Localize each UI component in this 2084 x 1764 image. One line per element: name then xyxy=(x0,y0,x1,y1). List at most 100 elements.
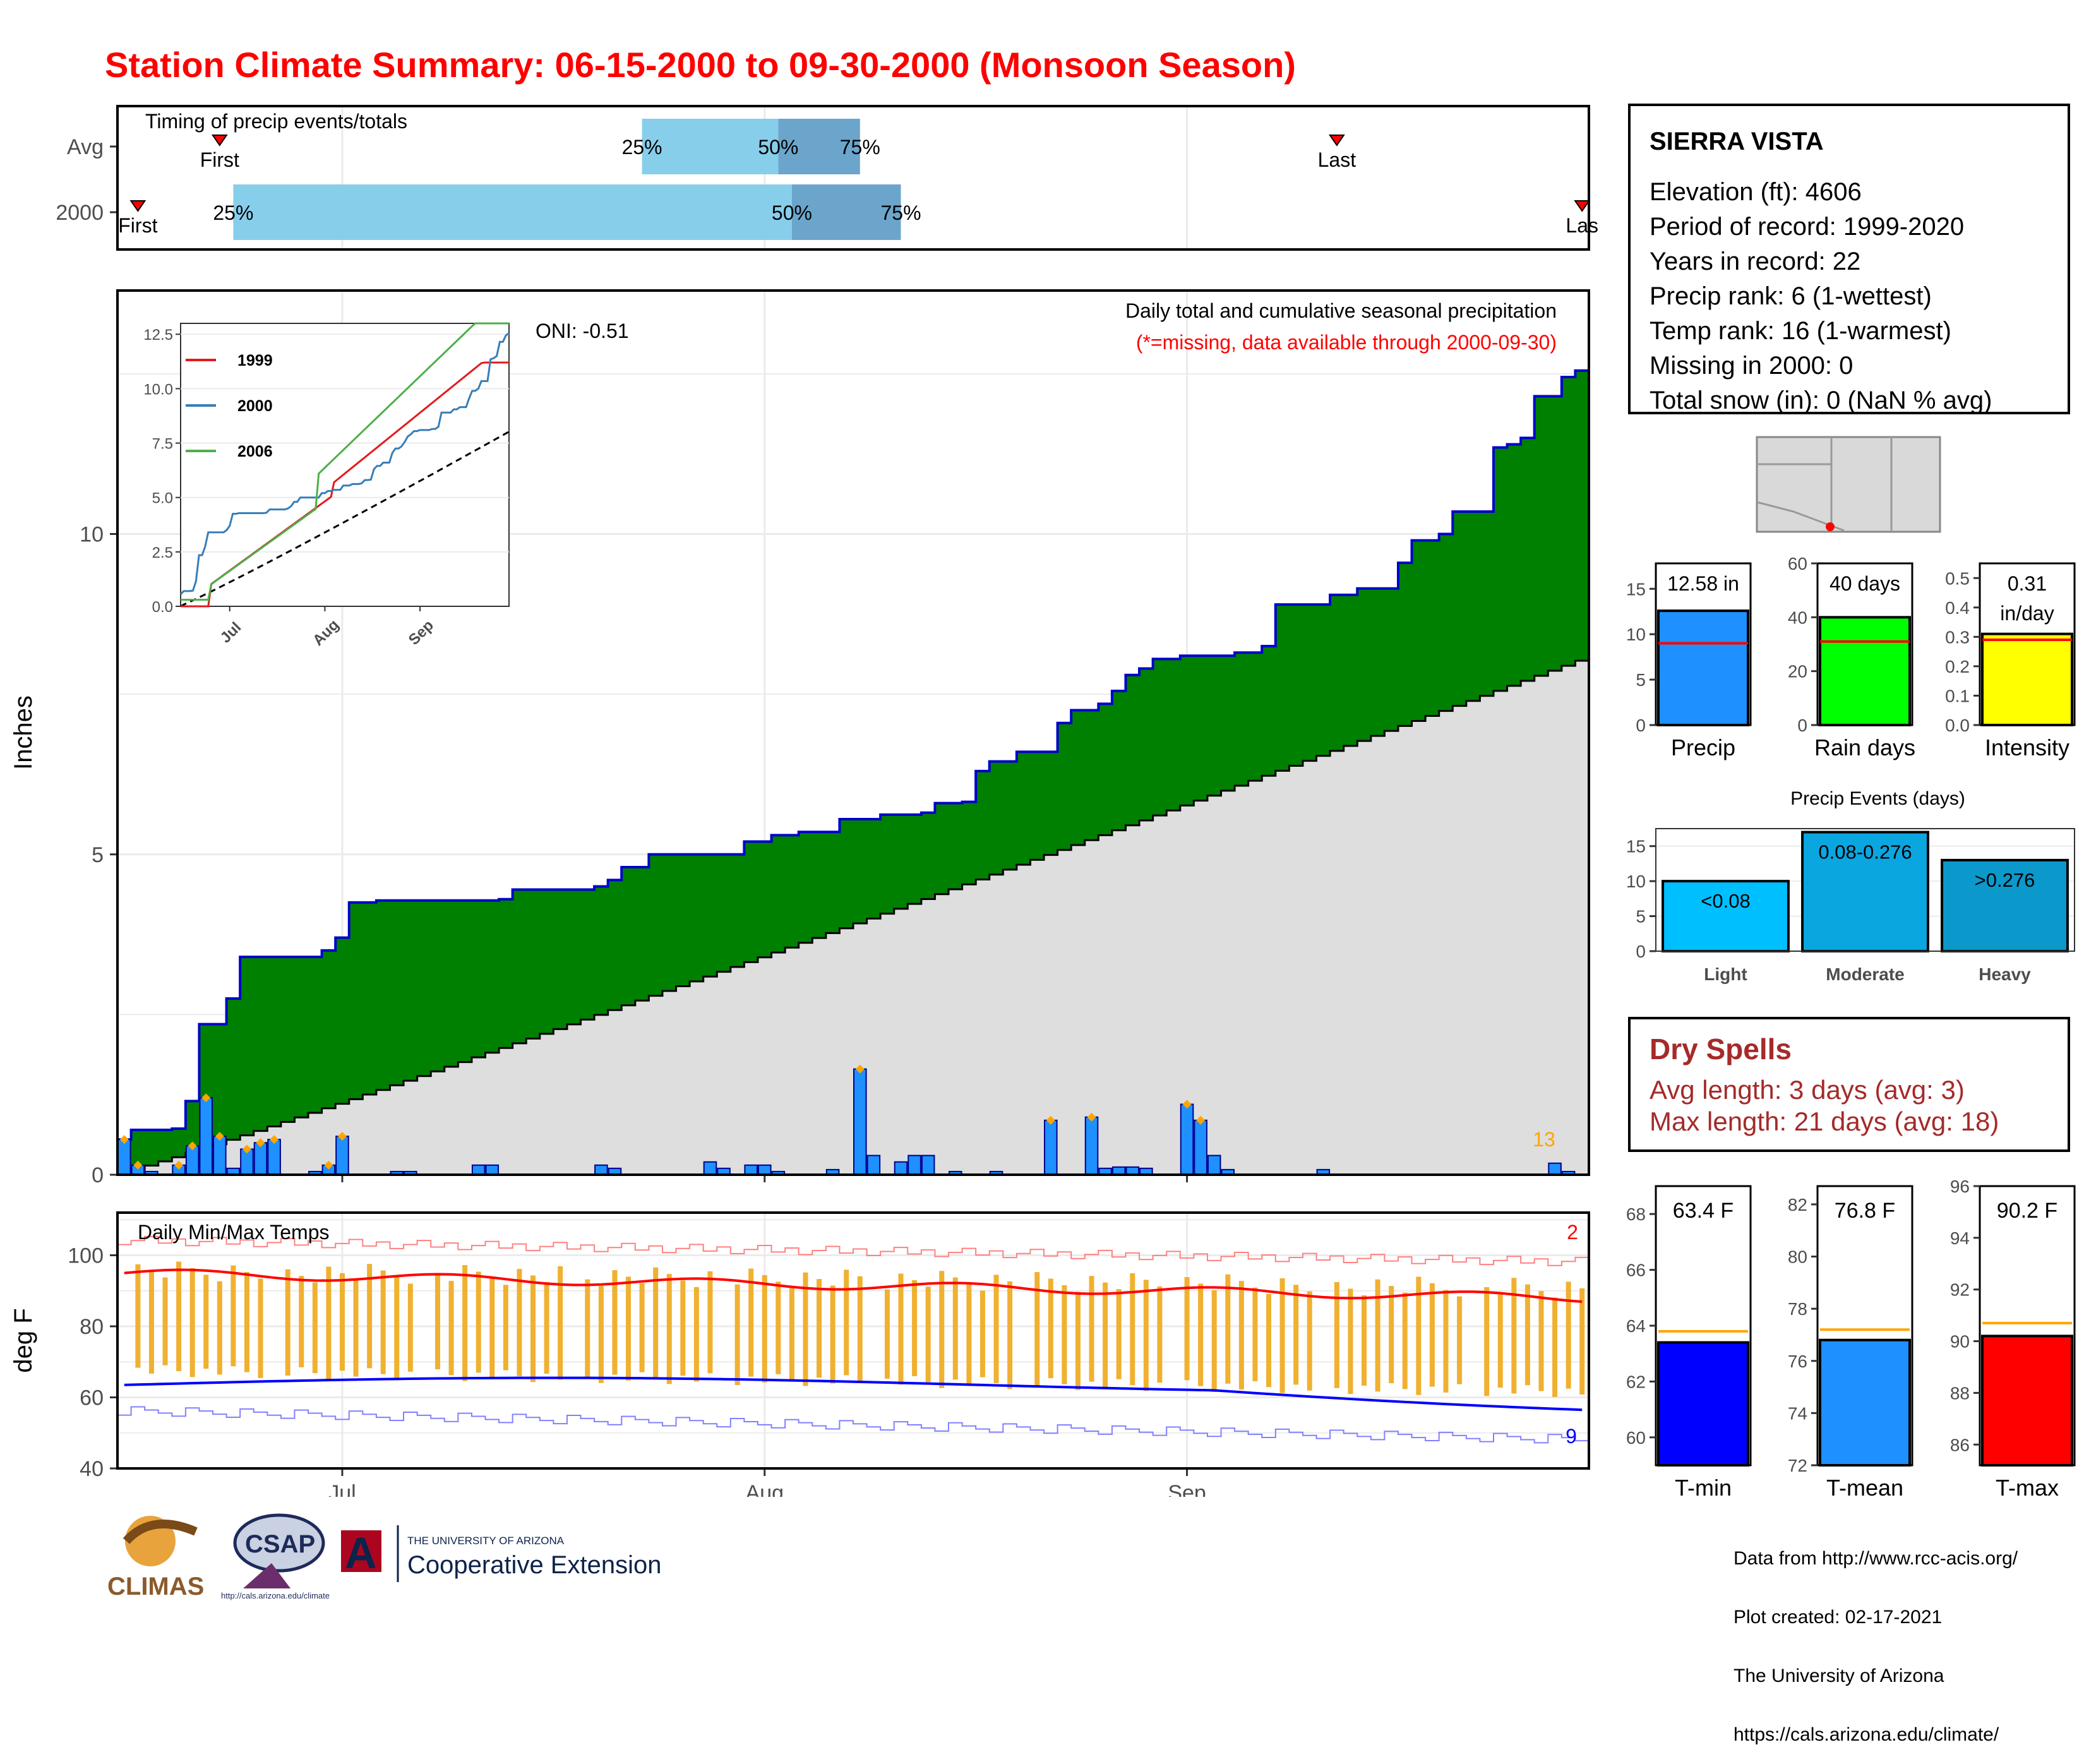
precip-corner-count: 13 xyxy=(1533,1128,1555,1151)
daily-temp-range-bar xyxy=(966,1284,972,1386)
daily-precip-bar xyxy=(866,1155,881,1175)
summary-ytick-label: 62 xyxy=(1626,1372,1646,1391)
summary-value-label: 76.8 F xyxy=(1835,1199,1895,1223)
precip-ylabel: Inches xyxy=(9,695,37,770)
locator-map xyxy=(1756,436,1941,533)
daily-temp-range-bar xyxy=(1198,1283,1204,1386)
daily-temp-range-bar xyxy=(312,1282,318,1374)
daily-temp-range-bar xyxy=(1497,1293,1503,1388)
daily-temp-range-bar xyxy=(653,1267,659,1379)
inset-ytick-label: 7.5 xyxy=(152,436,173,453)
daily-temp-range-bar xyxy=(326,1266,332,1379)
timing-bar-25-50 xyxy=(642,119,779,174)
temp-ytick-label: 60 xyxy=(80,1386,104,1410)
inset-ytick-label: 10.0 xyxy=(143,381,173,398)
daily-temp-range-bar xyxy=(626,1276,632,1381)
summary-ytick-label: 86 xyxy=(1950,1435,1970,1455)
temp-chart-title: Daily Min/Max Temps xyxy=(138,1221,329,1244)
daily-temp-range-bar xyxy=(407,1283,413,1372)
daily-temp-range-bar xyxy=(817,1279,822,1378)
average-cumulative-area xyxy=(117,661,1589,1175)
summary-bar xyxy=(1657,609,1749,726)
inset-ytick-label: 5.0 xyxy=(152,490,173,507)
summary-ytick-label: 0 xyxy=(1797,716,1807,735)
daily-temp-range-bar xyxy=(299,1276,304,1367)
daily-temp-range-bar xyxy=(1429,1283,1435,1387)
daily-precip-bar xyxy=(199,1097,213,1175)
daily-temp-range-bar xyxy=(258,1278,263,1378)
timing-first-label: First xyxy=(200,148,239,171)
daily-temp-range-bar xyxy=(244,1272,249,1372)
temp-ytick-label: 100 xyxy=(68,1244,104,1268)
record-low-count: 9 xyxy=(1566,1425,1577,1448)
daily-temp-range-bar xyxy=(1443,1290,1449,1393)
daily-temp-range-bar xyxy=(1143,1280,1149,1391)
daily-temp-range-bar xyxy=(353,1280,359,1377)
precip-ytick-label: 5 xyxy=(92,843,104,867)
daily-temp-range-bar xyxy=(1375,1279,1380,1392)
daily-precip-bar xyxy=(335,1136,349,1176)
station-years: Years in record: 22 xyxy=(1650,248,1861,275)
daily-temp-range-bar xyxy=(217,1281,222,1375)
daily-precip-bar xyxy=(744,1164,758,1175)
timing-row-label: Avg xyxy=(67,135,104,159)
summary-ytick-label: 0 xyxy=(1636,716,1646,735)
daily-temp-range-bar xyxy=(762,1275,767,1383)
daily-temp-range-bar xyxy=(1116,1289,1122,1379)
daily-temp-range-bar xyxy=(1362,1295,1367,1386)
daily-temp-range-bar xyxy=(952,1277,958,1380)
events-ytick-label: 15 xyxy=(1626,837,1646,856)
summary-value-label: 40 days xyxy=(1829,572,1900,595)
daily-temp-range-bar xyxy=(912,1280,918,1377)
daily-temp-range-bar xyxy=(1538,1291,1544,1391)
daily-temp-range-bar xyxy=(1007,1281,1013,1389)
dry-spells-box: Dry Spells Avg length: 3 days (avg: 3) M… xyxy=(1628,1017,2070,1152)
daily-temp-range-bar xyxy=(380,1270,386,1374)
daily-record-marker xyxy=(119,1135,129,1144)
daily-temp-range-bar xyxy=(666,1274,672,1384)
temp-plot-border xyxy=(116,1211,1590,1470)
summary-value-label: 0.31 xyxy=(2008,572,2047,595)
dry-spells-max: Max length: 21 days (avg: 18) xyxy=(1650,1107,1999,1136)
daily-record-marker xyxy=(1046,1115,1055,1125)
daily-temp-range-bar xyxy=(176,1261,182,1372)
daily-temp-range-bar xyxy=(830,1285,835,1384)
summary-ytick-label: 78 xyxy=(1788,1299,1807,1319)
summary-ytick-label: 60 xyxy=(1626,1428,1646,1448)
daily-record-marker xyxy=(1087,1112,1096,1122)
events-ytick-label: 0 xyxy=(1636,942,1646,961)
page-title: Station Climate Summary: 06-15-2000 to 0… xyxy=(105,45,1296,85)
daily-temp-range-bar xyxy=(1034,1272,1040,1387)
inset-ytick-label: 0.0 xyxy=(152,599,173,616)
timing-last-marker xyxy=(1328,135,1345,147)
daily-temp-range-bar xyxy=(1075,1292,1081,1390)
precip-chart-title: Daily total and cumulative seasonal prec… xyxy=(1125,299,1557,322)
daily-temp-range-bar xyxy=(1334,1282,1339,1388)
summary-ytick-label: 74 xyxy=(1788,1403,1807,1423)
station-name: SIERRA VISTA xyxy=(1650,128,1824,155)
footer-credits: Data from http://www.rcc-acis.org/ Plot … xyxy=(1734,1509,2018,1764)
summary-value-unit: in/day xyxy=(2000,602,2054,625)
daily-precip-bar xyxy=(894,1161,908,1176)
daily-temp-range-bar xyxy=(1238,1281,1244,1390)
timing-first-marker xyxy=(211,135,228,147)
inset-plot-bg xyxy=(180,323,510,607)
daily-temp-range-bar xyxy=(339,1273,345,1371)
timing-first-label: First xyxy=(118,214,157,237)
event-bar-label: 0.08-0.276 xyxy=(1818,841,1912,863)
timing-bar-25-50 xyxy=(233,184,792,240)
daily-temp-range-bar xyxy=(544,1281,549,1374)
daily-record-marker xyxy=(256,1138,265,1148)
daily-temp-range-bar xyxy=(1402,1292,1408,1389)
daily-record-marker xyxy=(201,1093,211,1103)
summary-value-label: 90.2 F xyxy=(1997,1199,2057,1223)
footer-line: The University of Arizona xyxy=(1734,1665,1944,1686)
summary-ytick-label: 0.1 xyxy=(1945,686,1970,705)
daily-temp-range-bar xyxy=(639,1283,645,1372)
summary-bar xyxy=(1657,1341,1749,1467)
daily-temp-range-bar xyxy=(1293,1285,1299,1385)
summary-ytick-label: 20 xyxy=(1788,662,1807,681)
timing-last-marker xyxy=(1574,200,1591,212)
daily-record-marker xyxy=(242,1144,251,1154)
summary-ytick-label: 66 xyxy=(1626,1261,1646,1280)
